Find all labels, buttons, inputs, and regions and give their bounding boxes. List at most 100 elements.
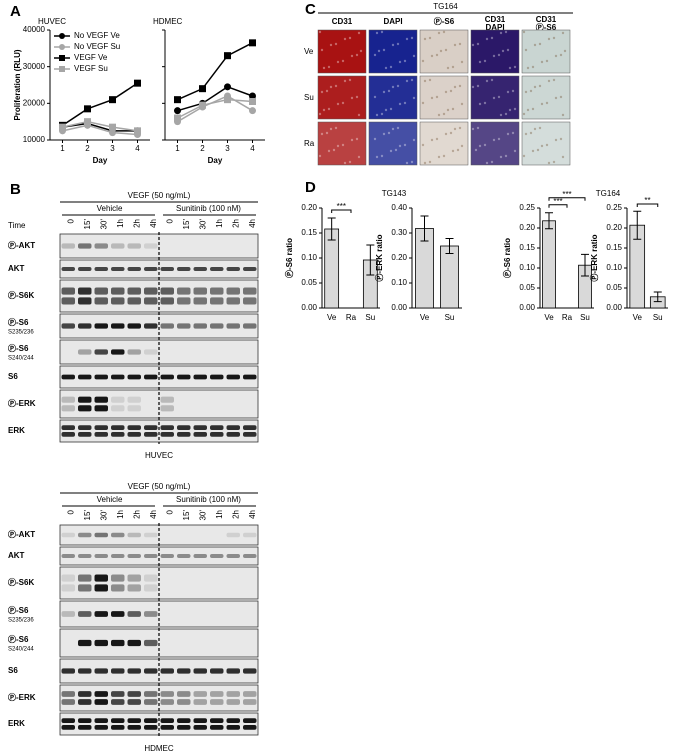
blot-band — [61, 699, 75, 705]
blot-band — [78, 668, 92, 674]
blot-band — [177, 431, 191, 437]
speckle — [343, 161, 347, 165]
blot-band — [78, 323, 92, 329]
blot-band — [111, 574, 125, 582]
blot-band — [144, 699, 158, 705]
blot-band — [160, 718, 174, 724]
blot-band — [243, 297, 257, 305]
speckle — [476, 84, 480, 88]
error-bar — [445, 238, 454, 254]
speckle — [476, 126, 480, 130]
speckle — [373, 137, 377, 141]
speckle — [398, 144, 402, 148]
speckle — [380, 112, 384, 116]
blot-band — [78, 611, 92, 617]
blot-band — [127, 396, 141, 403]
blot-strip — [59, 279, 259, 313]
blot-band — [94, 584, 108, 592]
blot-band — [111, 396, 125, 403]
row-label: Ⓟ-S6 — [8, 634, 29, 644]
significance-bracket — [636, 203, 659, 207]
blot-band — [61, 431, 75, 437]
blot-band — [78, 297, 92, 305]
blot-band — [144, 691, 158, 697]
speckle — [529, 89, 533, 93]
speckle — [437, 113, 441, 117]
speckle — [538, 84, 542, 88]
blot-band — [61, 374, 75, 380]
blot-band — [193, 668, 207, 674]
lane-label: 4h — [149, 510, 158, 519]
speckle — [492, 138, 496, 142]
y-tick-label: 0.20 — [606, 223, 622, 232]
blot-band — [243, 699, 257, 705]
lane-label: 15' — [182, 510, 191, 521]
speckle — [526, 108, 530, 112]
blot-band — [243, 724, 257, 730]
blot-band — [144, 554, 158, 558]
blot-band — [210, 691, 224, 697]
row-label: Ⓟ-ERK — [8, 692, 36, 702]
speckle — [446, 108, 450, 112]
speckle — [380, 154, 384, 158]
y-axis-label: Ⓟ-S6 ratio — [284, 238, 294, 278]
significance-label: *** — [553, 197, 562, 206]
blot-band — [160, 396, 174, 403]
x-tick-label: 4 — [135, 144, 140, 153]
speckle — [552, 160, 556, 164]
micrograph — [521, 121, 571, 166]
bar — [542, 220, 556, 309]
blot-band — [177, 668, 191, 674]
marker — [199, 85, 206, 93]
speckle — [554, 96, 558, 100]
blot-band — [160, 405, 174, 412]
significance-bracket — [548, 197, 586, 201]
blot-band — [78, 724, 92, 730]
blot-band — [226, 668, 240, 674]
speckle — [563, 49, 567, 53]
micrograph — [317, 121, 367, 166]
panel-label: B — [10, 181, 21, 198]
speckle — [403, 101, 407, 105]
blot-band — [243, 287, 257, 295]
legend-label: No VEGF Su — [74, 42, 120, 51]
speckle — [538, 126, 542, 130]
speckle — [531, 107, 535, 111]
micrograph — [368, 121, 418, 166]
speckle — [435, 95, 439, 99]
speckle — [327, 149, 331, 153]
blot-band — [160, 287, 174, 295]
y-tick-label: 0.00 — [606, 303, 622, 312]
blot-band — [210, 374, 224, 380]
speckle — [355, 137, 359, 141]
speckle — [435, 137, 439, 141]
blot-band — [94, 718, 108, 724]
speckle — [320, 48, 324, 52]
blot-band — [243, 425, 257, 431]
y-axis-label: Ⓟ-ERK ratio — [374, 234, 384, 281]
blot-band — [127, 532, 141, 538]
speckle — [508, 108, 512, 112]
blot-band — [127, 691, 141, 697]
row-label: Ⓟ-AKT — [8, 529, 35, 539]
bar — [324, 228, 340, 309]
blot-band — [226, 323, 240, 329]
blot-band — [226, 724, 240, 730]
speckle — [449, 89, 453, 93]
micrograph — [317, 29, 367, 74]
blot-band — [210, 668, 224, 674]
speckle — [501, 49, 505, 53]
speckle — [559, 95, 563, 99]
speckle — [478, 144, 482, 148]
blot-band — [78, 532, 92, 538]
blot-band — [78, 287, 92, 295]
speckle — [320, 90, 324, 94]
series-line — [177, 98, 253, 119]
blot-band — [127, 699, 141, 705]
time-label: Time — [8, 221, 26, 230]
row-label: ERK — [8, 426, 25, 435]
speckle — [552, 36, 556, 40]
speckle — [446, 66, 450, 70]
series-line — [62, 124, 138, 136]
speckle — [437, 155, 441, 159]
